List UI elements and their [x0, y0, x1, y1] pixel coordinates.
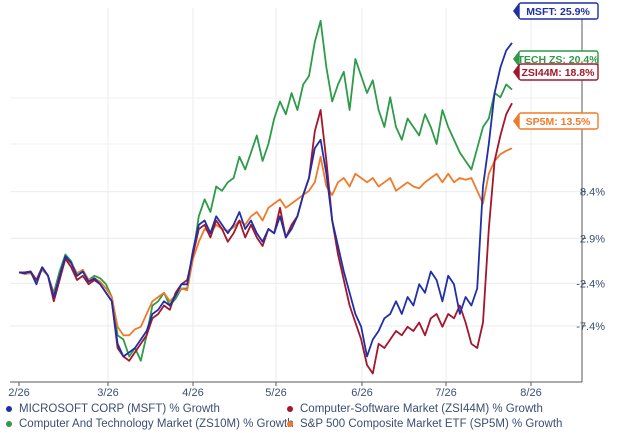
series-line-0: [19, 19, 513, 362]
y-tick-label: -7.4%: [576, 321, 605, 333]
legend-label-zs10m: Computer And Technology Market (ZS10M) %…: [19, 418, 294, 430]
end-label-pointer: [513, 3, 519, 19]
legend-swatch-msft: [6, 406, 12, 412]
legend-swatch-zs10m: [6, 421, 12, 427]
x-tick-label: 2/26: [8, 387, 29, 399]
end-label-1: SP5M: 13.5%: [513, 112, 599, 130]
end-label-pointer: [513, 113, 519, 129]
end-label-pointer: [513, 51, 519, 67]
end-label-2: ZSI44M: 18.8%: [513, 63, 599, 81]
end-label-3: MSFT: 25.9%: [513, 2, 599, 20]
legend-label-zsi44m: Computer-Software Market (ZSI44M) % Grow…: [300, 403, 543, 415]
legend-item-zs10m: Computer And Technology Market (ZS10M) %…: [6, 418, 294, 430]
legend-label-sp5m: S&P 500 Composite Market ETF (SP5M) % Gr…: [300, 418, 563, 430]
y-tick-label: -2.4%: [576, 278, 605, 290]
end-label-text: ZSI44M: 18.8%: [522, 67, 596, 79]
x-tick-label: 3/26: [97, 387, 118, 399]
gridlines: [10, 8, 582, 382]
end-label-text: MSFT: 25.9%: [526, 6, 590, 18]
x-tick-label: 4/26: [182, 387, 203, 399]
y-tick-label: 8.4%: [580, 187, 605, 199]
legend-swatch-zsi44m: [287, 406, 293, 412]
x-tick-label: 5/26: [265, 387, 286, 399]
series-line-1: [18, 147, 513, 337]
end-label-box: [518, 63, 599, 81]
series-line-3: [18, 42, 513, 358]
legend-item-sp5m: S&P 500 Composite Market ETF (SP5M) % Gr…: [287, 418, 562, 430]
end-value-labels: MSFT: 25.9% TECH ZS: 20.4%ZSI44M: 18.8% SP…: [513, 2, 599, 130]
legend-swatch-sp5m: [287, 421, 293, 427]
end-label-0: TECH ZS: 20.4%: [513, 50, 599, 68]
x-axis-ticks: 2/26 3/26 4/26 5/26 6/26 7/26 8/26: [8, 382, 542, 399]
end-label-text: SP5M: 13.5%: [526, 116, 591, 128]
legend-label-msft: MICROSOFT CORP (MSFT) % Growth: [19, 403, 220, 415]
legend: MICROSOFT CORP (MSFT) % Growth Computer-…: [0, 399, 619, 433]
legend-item-msft: MICROSOFT CORP (MSFT) % Growth: [6, 403, 220, 415]
end-label-text: TECH ZS: 20.4%: [517, 54, 599, 66]
end-label-box: [518, 2, 599, 20]
y-axis-ticks: 8.4% 2.9% -2.4% -7.4%: [576, 187, 605, 333]
legend-item-zsi44m: Computer-Software Market (ZSI44M) % Grow…: [287, 403, 543, 415]
x-tick-label: 7/26: [435, 387, 456, 399]
series-lines: [18, 19, 513, 375]
x-tick-label: 8/26: [520, 387, 541, 399]
end-label-box: [518, 112, 599, 130]
end-label-pointer: [513, 64, 519, 80]
y-tick-label: 2.9%: [580, 233, 605, 245]
x-tick-label: 6/26: [351, 387, 372, 399]
